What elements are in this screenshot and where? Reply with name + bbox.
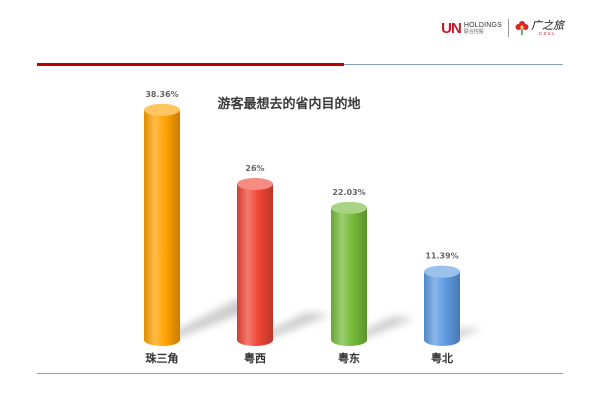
bar-cap: [144, 103, 180, 116]
bar-珠三角: [144, 109, 180, 346]
guangzhilv-logo-en: CZSL: [538, 30, 557, 36]
category-label: 粤东: [338, 351, 360, 365]
data-label: 11.39%: [425, 252, 458, 261]
data-label: 26%: [245, 164, 264, 173]
header-logos: UN HOLDINGS 联合控股 广之旅 CZSL: [441, 18, 564, 38]
data-label: 22.03%: [332, 188, 365, 197]
un-holdings-logo: UN HOLDINGS 联合控股: [441, 20, 502, 37]
un-logo-holdings: HOLDINGS: [463, 21, 502, 29]
un-logo-mark: UN: [441, 19, 462, 37]
footer-rule: [37, 373, 563, 374]
flower-icon: [515, 21, 529, 35]
value-labels-group: 38.36% 26% 22.03% 11.39%: [145, 90, 458, 261]
guangzhilv-logo-text: 广之旅: [531, 18, 564, 32]
guangzhilv-logo: 广之旅 CZSL: [515, 20, 564, 37]
logo-divider: [508, 19, 509, 37]
bar-cap: [237, 178, 273, 190]
chart-title: 游客最想去的省内目的地: [217, 96, 360, 112]
un-logo-subtitle: 联合控股: [463, 28, 484, 35]
header-rule-gray: [344, 64, 563, 65]
bar-粤西: [237, 184, 273, 346]
bar-粤北: [424, 271, 460, 346]
data-label: 38.36%: [145, 90, 178, 99]
bar-cap: [331, 201, 367, 214]
category-label: 粤北: [431, 351, 453, 365]
bars-group: [144, 103, 460, 346]
header-rule-red: [37, 63, 344, 66]
category-label: 珠三角: [146, 351, 179, 365]
category-labels-group: 珠三角 粤西 粤东 粤北: [146, 351, 454, 365]
bar-粤东: [331, 207, 367, 346]
category-label: 粤西: [244, 351, 266, 365]
bar-cap: [424, 265, 460, 278]
